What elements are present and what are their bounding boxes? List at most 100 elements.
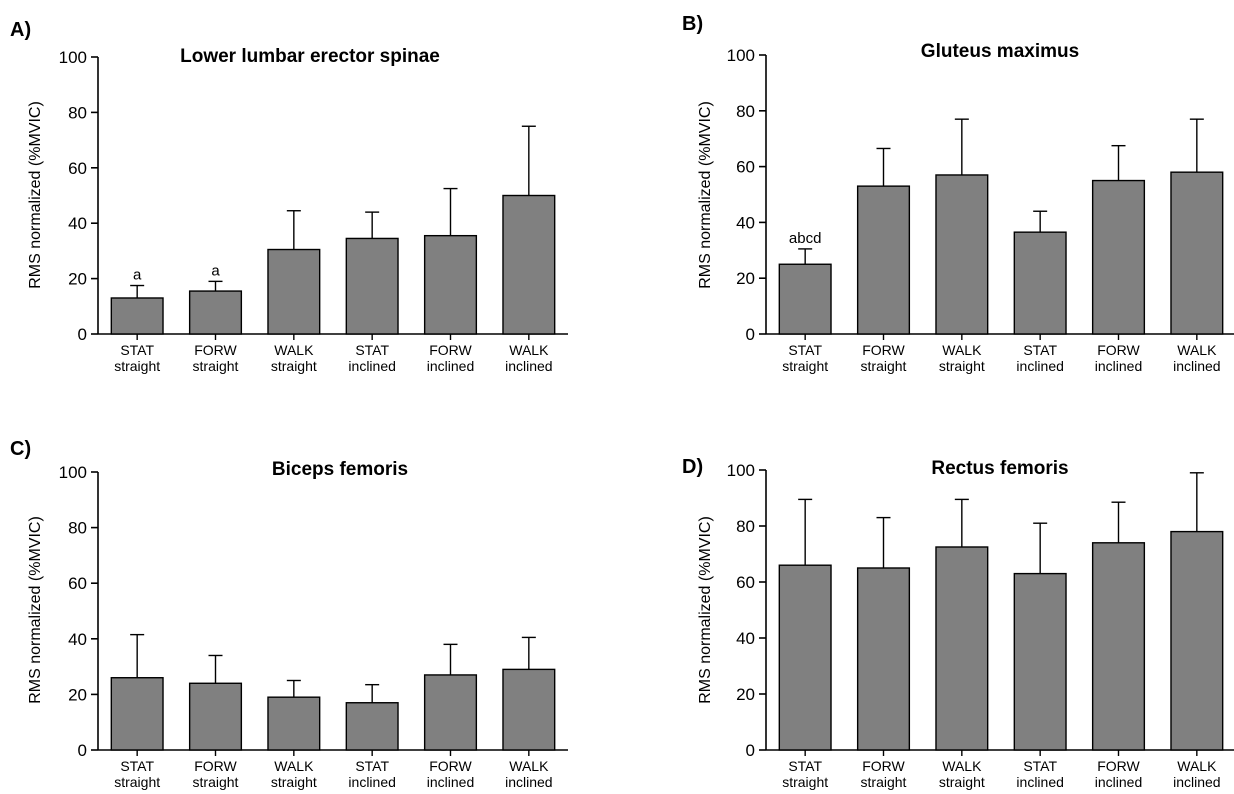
chart-panel-4: D) Rectus femoris RMS normalized (%MVIC) 0 2…: [682, 456, 1234, 790]
y-tick-label: 60: [68, 574, 87, 593]
panel-letter: D): [682, 456, 703, 478]
y-tick-label: 60: [736, 573, 755, 592]
bar: [1091, 542, 1146, 751]
y-tick-label: 80: [68, 519, 87, 538]
bar: [423, 674, 478, 751]
x-tick-label: inclined: [1095, 774, 1142, 790]
bar: [1170, 530, 1224, 751]
x-tick-label: FORW: [194, 758, 237, 774]
y-tick-label: 0: [78, 741, 87, 760]
x-tick-label: inclined: [348, 774, 395, 790]
x-tick-label: straight: [939, 774, 985, 790]
x-tick-label: straight: [861, 774, 907, 790]
x-tick-label: straight: [193, 774, 239, 790]
x-tick-label: WALK: [509, 758, 549, 774]
x-tick-label: STAT: [1023, 342, 1057, 358]
y-tick-label: 100: [727, 46, 755, 65]
y-tick-label: 60: [68, 159, 87, 178]
x-tick-label: straight: [782, 774, 828, 790]
x-tick-label: FORW: [1097, 758, 1140, 774]
x-tick-label: WALK: [1177, 342, 1217, 358]
y-tick-label: 100: [59, 463, 87, 482]
x-tick-label: inclined: [1173, 358, 1220, 374]
x-tick-label: STAT: [120, 342, 154, 358]
bar: [502, 668, 556, 751]
bar: [267, 696, 321, 751]
x-tick-label: straight: [271, 358, 317, 374]
chart-panel-3: C) Biceps femoris RMS normalized (%MVIC) 0 2…: [10, 438, 568, 790]
x-tick-label: STAT: [120, 758, 154, 774]
bar: [345, 702, 399, 751]
bar: [110, 297, 164, 335]
y-tick-label: 100: [59, 48, 87, 67]
chart-panel-2: B) Gluteus maximus RMS normalized (%MVIC) 0…: [682, 13, 1234, 374]
y-tick-label: 100: [727, 461, 755, 480]
bar: [935, 546, 989, 751]
x-tick-label: STAT: [1023, 758, 1057, 774]
y-tick-label: 0: [746, 741, 755, 760]
y-tick-label: 20: [68, 685, 87, 704]
significance-label: a: [211, 262, 220, 279]
x-tick-label: FORW: [862, 342, 905, 358]
x-tick-label: straight: [782, 358, 828, 374]
x-tick-label: FORW: [429, 342, 472, 358]
x-tick-label: FORW: [429, 758, 472, 774]
y-tick-label: 80: [68, 103, 87, 122]
bar: [856, 185, 911, 335]
bar: [188, 290, 243, 335]
x-tick-label: inclined: [1016, 774, 1063, 790]
y-tick-label: 0: [78, 325, 87, 344]
chart-title: Gluteus maximus: [921, 41, 1079, 62]
bar: [110, 677, 164, 751]
bar: [1013, 572, 1067, 751]
y-tick-label: 40: [736, 629, 755, 648]
x-tick-label: WALK: [942, 758, 982, 774]
x-tick-label: inclined: [505, 358, 552, 374]
x-tick-label: STAT: [788, 758, 822, 774]
bar: [1013, 231, 1067, 335]
x-tick-label: straight: [114, 358, 160, 374]
y-tick-label: 0: [746, 325, 755, 344]
x-tick-label: inclined: [427, 774, 474, 790]
bar: [778, 263, 832, 335]
x-tick-label: FORW: [1097, 342, 1140, 358]
bar: [345, 237, 399, 335]
bar: [1091, 179, 1146, 335]
y-tick-label: 20: [736, 685, 755, 704]
x-tick-label: straight: [114, 774, 160, 790]
x-tick-label: inclined: [505, 774, 552, 790]
y-axis-label: RMS normalized (%MVIC): [697, 101, 714, 289]
x-tick-label: straight: [193, 358, 239, 374]
x-tick-label: WALK: [1177, 758, 1217, 774]
bar: [423, 234, 478, 335]
x-tick-label: inclined: [427, 358, 474, 374]
bar: [778, 564, 832, 751]
bar: [267, 248, 321, 335]
x-tick-label: inclined: [1095, 358, 1142, 374]
bar: [1170, 171, 1224, 335]
bar: [856, 567, 911, 751]
x-tick-label: STAT: [355, 342, 389, 358]
bar: [188, 682, 243, 751]
y-tick-label: 60: [736, 158, 755, 177]
x-tick-label: WALK: [509, 342, 549, 358]
chart-title: Lower lumbar erector spinae: [180, 46, 440, 67]
x-tick-label: WALK: [274, 758, 314, 774]
x-tick-label: inclined: [348, 358, 395, 374]
panel-letter: B): [682, 13, 703, 35]
x-tick-label: straight: [861, 358, 907, 374]
y-tick-label: 80: [736, 102, 755, 121]
y-tick-label: 20: [68, 270, 87, 289]
significance-label: a: [133, 267, 142, 284]
y-axis-label: RMS normalized (%MVIC): [27, 516, 44, 704]
y-axis-label: RMS normalized (%MVIC): [697, 516, 714, 704]
x-tick-label: FORW: [194, 342, 237, 358]
panel-letter: A): [10, 19, 31, 41]
x-tick-label: STAT: [355, 758, 389, 774]
x-tick-label: WALK: [942, 342, 982, 358]
x-tick-label: STAT: [788, 342, 822, 358]
chart-title: Rectus femoris: [931, 458, 1068, 479]
x-tick-label: FORW: [862, 758, 905, 774]
bar: [935, 174, 989, 335]
